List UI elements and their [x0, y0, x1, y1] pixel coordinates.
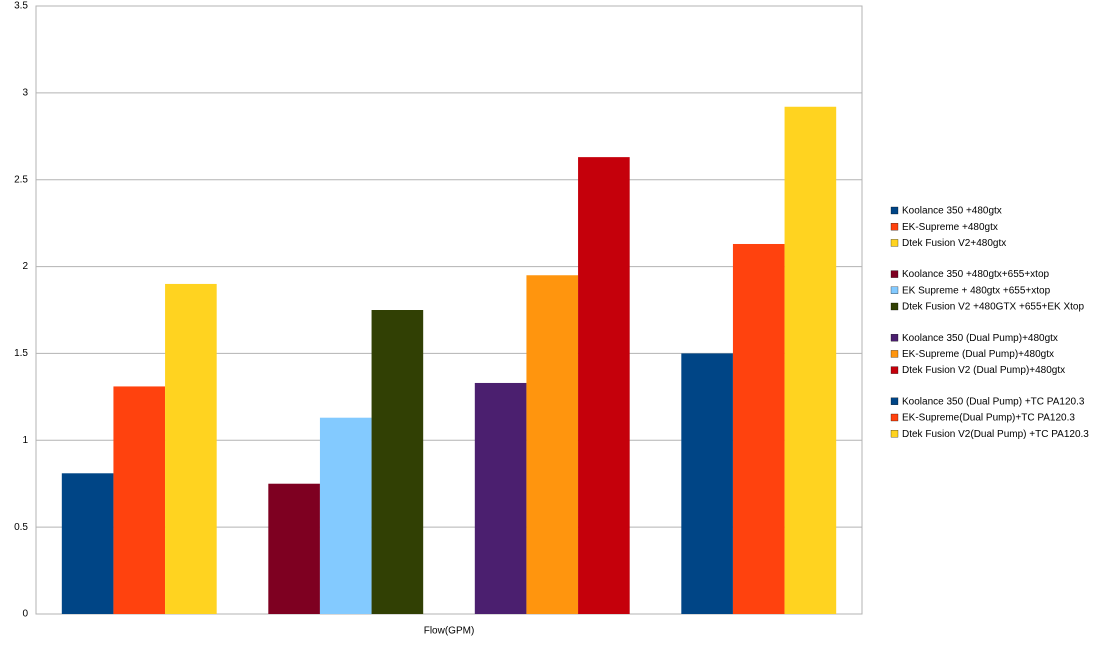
x-axis-label: Flow(GPM) — [424, 626, 475, 637]
bar — [784, 106, 837, 615]
legend-swatch — [890, 413, 899, 422]
y-tick-label: 2.5 — [14, 174, 28, 185]
legend-swatch — [890, 397, 899, 405]
bar — [113, 386, 166, 614]
legend-label: Dtek Fusion V2+480gtx — [902, 238, 1006, 249]
legend-label: Koolance 350 +480gtx — [902, 206, 1002, 217]
bar — [681, 353, 733, 614]
legend-label: Koolance 350 (Dual Pump) +TC PA120.3 — [902, 396, 1085, 407]
y-tick-label: 1 — [22, 435, 28, 446]
legend-label: EK-Supreme (Dual Pump)+480gtx — [902, 349, 1054, 360]
legend-swatch — [890, 270, 899, 278]
y-tick-label: 0.5 — [14, 522, 28, 533]
y-tick-label: 3.5 — [14, 1, 28, 12]
bar — [165, 283, 217, 614]
bar — [526, 275, 579, 614]
legend-swatch — [890, 350, 899, 358]
legend-label: Koolance 350 (Dual Pump)+480gtx — [902, 333, 1058, 344]
bar — [578, 157, 630, 615]
legend-swatch — [890, 430, 899, 438]
legend-swatch — [890, 302, 899, 311]
legend-label: Dtek Fusion V2 +480GTX +655+EK Xtop — [902, 302, 1084, 313]
y-tick-label: 1.5 — [14, 348, 28, 359]
legend-swatch — [890, 366, 899, 374]
legend-label: Koolance 350 +480gtx+655+xtop — [902, 269, 1050, 280]
bar — [61, 473, 114, 614]
bar — [371, 310, 424, 614]
y-tick-label: 0 — [22, 609, 28, 620]
legend-label: EK-Supreme +480gtx — [902, 222, 998, 233]
legend-swatch — [890, 206, 899, 215]
legend-label: Dtek Fusion V2 (Dual Pump)+480gtx — [902, 365, 1065, 376]
bar — [474, 382, 527, 614]
bar — [732, 243, 785, 614]
plot-frame — [35, 5, 863, 615]
legend-swatch — [890, 334, 899, 342]
legend-label: Dtek Fusion V2(Dual Pump) +TC PA120.3 — [902, 429, 1089, 440]
legend-swatch — [890, 239, 899, 247]
bar — [268, 483, 320, 614]
legend-swatch — [890, 223, 899, 231]
legend-swatch — [890, 286, 899, 294]
bar — [319, 417, 372, 614]
y-tick-label: 2 — [22, 261, 28, 272]
legend-label: EK Supreme + 480gtx +655+xtop — [902, 285, 1051, 296]
y-tick-label: 3 — [22, 87, 28, 98]
legend-label: EK-Supreme(Dual Pump)+TC PA120.3 — [902, 413, 1075, 424]
